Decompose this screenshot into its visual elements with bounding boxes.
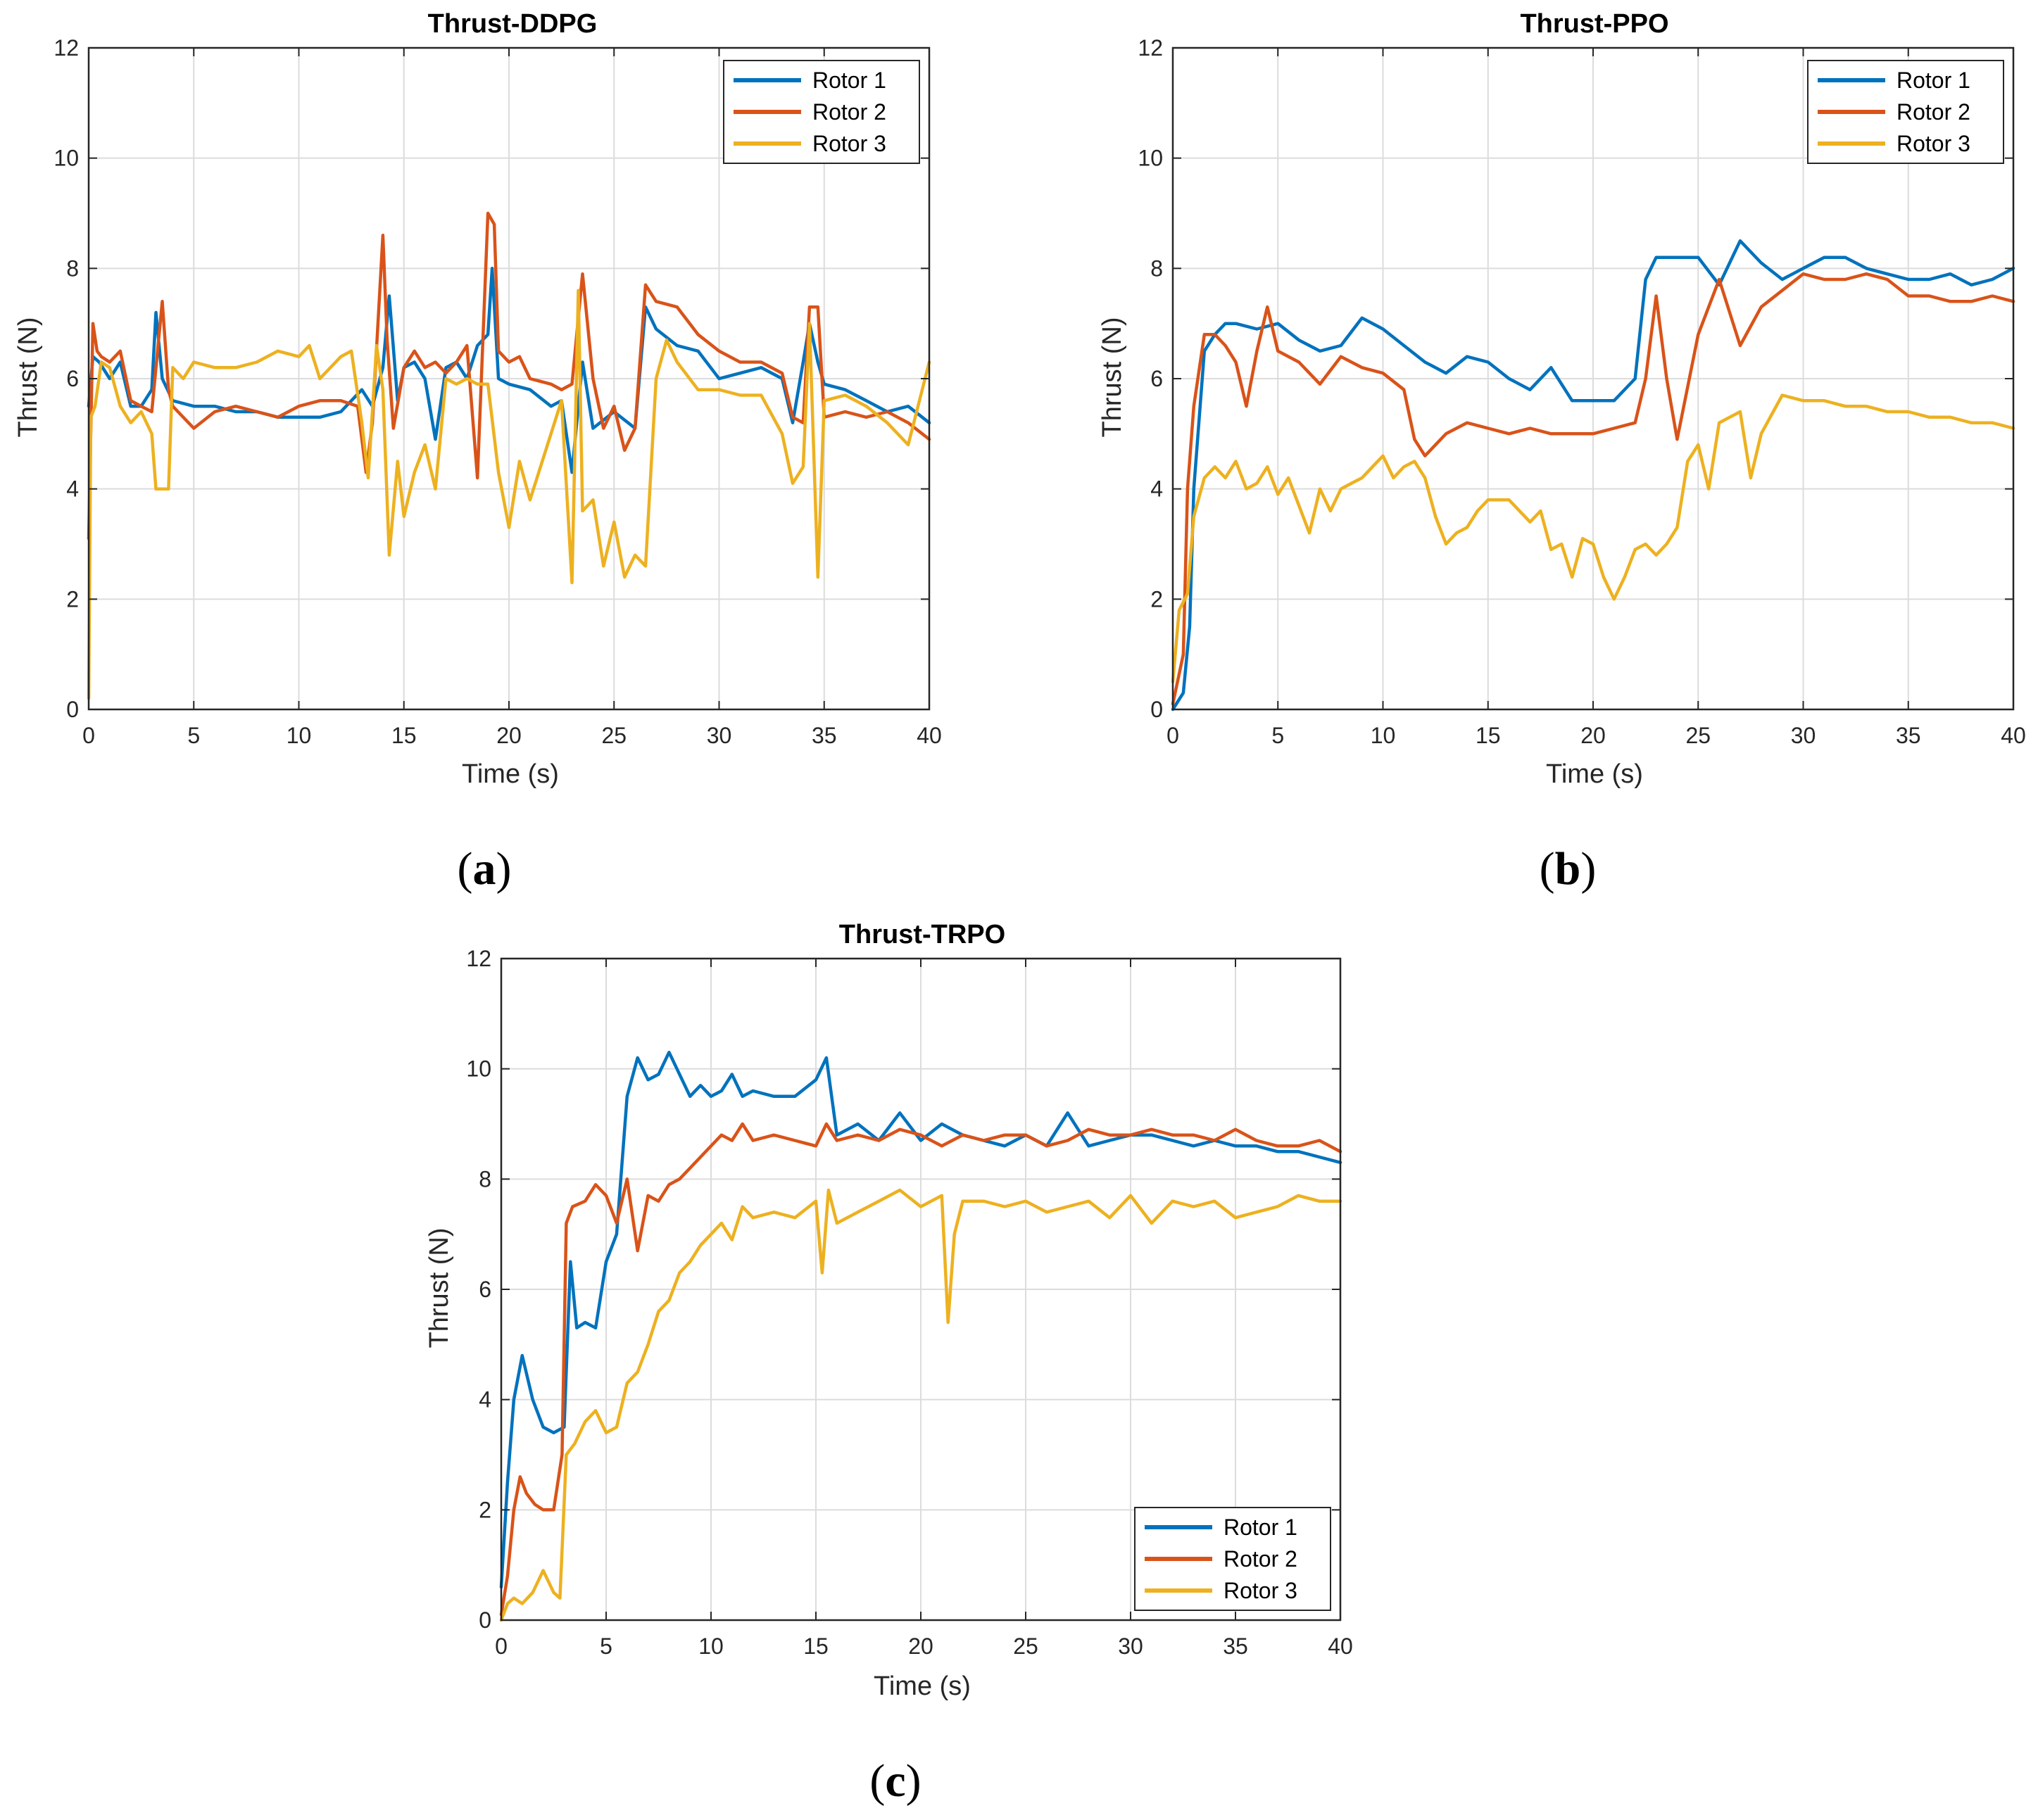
chart-trpo: Thrust-TRPO 0 5 10 15 20 25 30 35 40 0 2 4 6 8 10 12 Rot… (424, 920, 1353, 1701)
series-line-rotor-3 (87, 289, 931, 700)
panel-label-open: ( (1540, 843, 1555, 895)
panel-label-a: (a) (458, 843, 512, 895)
y-tick-label: 2 (66, 586, 79, 612)
series-line-rotor-2 (499, 1122, 1342, 1617)
series-line-rotor-2 (1171, 272, 2015, 706)
chart-ddpg: Thrust-DDPG 0 5 10 15 20 25 30 35 40 0 2 4 6 8 10 12 Rot… (13, 9, 942, 789)
x-tick-label: 40 (1328, 1633, 1353, 1659)
y-tick-label: 0 (66, 697, 79, 722)
x-tick-label: 15 (1476, 723, 1501, 748)
panel-label-close: ) (1580, 843, 1596, 895)
chart-title: Thrust-DDPG (428, 9, 598, 39)
panel-label-letter: c (885, 1755, 905, 1807)
x-tick-label: 10 (287, 723, 312, 748)
x-tick-label: 15 (391, 723, 417, 748)
legend-label: Rotor 1 (812, 68, 886, 93)
x-tick-label: 5 (600, 1633, 612, 1659)
y-tick-label: 8 (66, 255, 79, 281)
y-tick-label: 12 (466, 946, 491, 971)
x-tick-label: 20 (908, 1633, 933, 1659)
x-tick-label: 25 (1013, 1633, 1038, 1659)
legend-label: Rotor 3 (1897, 131, 1970, 156)
x-axis-label: Time (s) (462, 759, 559, 789)
series-line-rotor-1 (499, 1050, 1342, 1589)
x-tick-label: 10 (698, 1633, 724, 1659)
y-tick-label: 4 (66, 476, 79, 502)
panel-label-letter: b (1555, 843, 1581, 895)
x-tick-label: 30 (1791, 723, 1816, 748)
legend-label: Rotor 3 (812, 131, 886, 156)
y-tick-label: 10 (466, 1056, 491, 1082)
panel-label-close: ) (496, 843, 512, 895)
panel-label-c: (c) (869, 1755, 921, 1807)
x-tick-label: 35 (1896, 723, 1921, 748)
legend-label: Rotor 2 (812, 99, 886, 125)
y-tick-label: 4 (1150, 476, 1163, 502)
legend-label: Rotor 1 (1897, 68, 1970, 93)
y-tick-label: 6 (66, 366, 79, 391)
x-tick-label: 10 (1371, 723, 1396, 748)
legend: Rotor 1 Rotor 2 Rotor 3 (1807, 60, 2004, 164)
chart-title: Thrust-PPO (1520, 9, 1668, 39)
panel-label-close: ) (906, 1755, 921, 1807)
x-tick-label: 5 (1271, 723, 1284, 748)
x-tick-label: 5 (187, 723, 200, 748)
legend: Rotor 1 Rotor 2 Rotor 3 (723, 60, 920, 164)
panel-label-b: (b) (1540, 843, 1597, 895)
chart-title: Thrust-TRPO (839, 920, 1005, 949)
y-tick-label: 4 (479, 1387, 491, 1413)
y-tick-label: 8 (1150, 255, 1163, 281)
y-tick-label: 6 (1150, 366, 1163, 391)
x-tick-label: 25 (1685, 723, 1711, 748)
x-tick-label: 40 (917, 723, 942, 748)
x-tick-label: 35 (1223, 1633, 1248, 1659)
legend-label: Rotor 2 (1897, 99, 1970, 125)
series-line-rotor-1 (1171, 239, 2015, 712)
y-tick-label: 12 (1138, 35, 1163, 61)
x-tick-label: 15 (803, 1633, 829, 1659)
y-axis-label: Thrust (N) (13, 317, 43, 438)
x-tick-label: 0 (495, 1633, 508, 1659)
y-tick-label: 10 (54, 146, 79, 171)
panel-label-open: ( (869, 1755, 885, 1807)
x-tick-label: 40 (2001, 723, 2026, 748)
x-axis-label: Time (s) (874, 1672, 971, 1701)
x-tick-label: 25 (601, 723, 627, 748)
y-tick-label: 6 (479, 1277, 491, 1302)
x-tick-label: 0 (82, 723, 95, 748)
x-tick-label: 0 (1166, 723, 1179, 748)
x-tick-label: 20 (1580, 723, 1606, 748)
y-tick-label: 8 (479, 1166, 491, 1192)
x-tick-label: 35 (812, 723, 837, 748)
legend-label: Rotor 2 (1224, 1546, 1297, 1572)
y-tick-label: 2 (479, 1497, 491, 1522)
y-axis-label: Thrust (N) (424, 1228, 454, 1348)
x-tick-label: 20 (496, 723, 522, 748)
legend-label: Rotor 3 (1224, 1578, 1297, 1603)
panel-label-letter: a (473, 843, 496, 895)
y-tick-label: 12 (54, 35, 79, 61)
series-line-rotor-3 (1171, 393, 2015, 684)
x-tick-label: 30 (707, 723, 732, 748)
panel-label-open: ( (458, 843, 473, 895)
legend: Rotor 1 Rotor 2 Rotor 3 (1134, 1507, 1331, 1611)
legend-label: Rotor 1 (1224, 1515, 1297, 1540)
y-tick-label: 10 (1138, 146, 1163, 171)
x-tick-label: 30 (1118, 1633, 1143, 1659)
y-axis-label: Thrust (N) (1097, 317, 1127, 438)
y-tick-label: 2 (1150, 586, 1163, 612)
y-tick-label: 0 (479, 1607, 491, 1633)
series-line-rotor-3 (499, 1188, 1342, 1622)
x-axis-label: Time (s) (1546, 759, 1643, 789)
y-tick-label: 0 (1150, 697, 1163, 722)
chart-ppo: Thrust-PPO 0 5 10 15 20 25 30 35 40 0 2 4 6 8 10 12 Roto… (1097, 9, 2026, 789)
